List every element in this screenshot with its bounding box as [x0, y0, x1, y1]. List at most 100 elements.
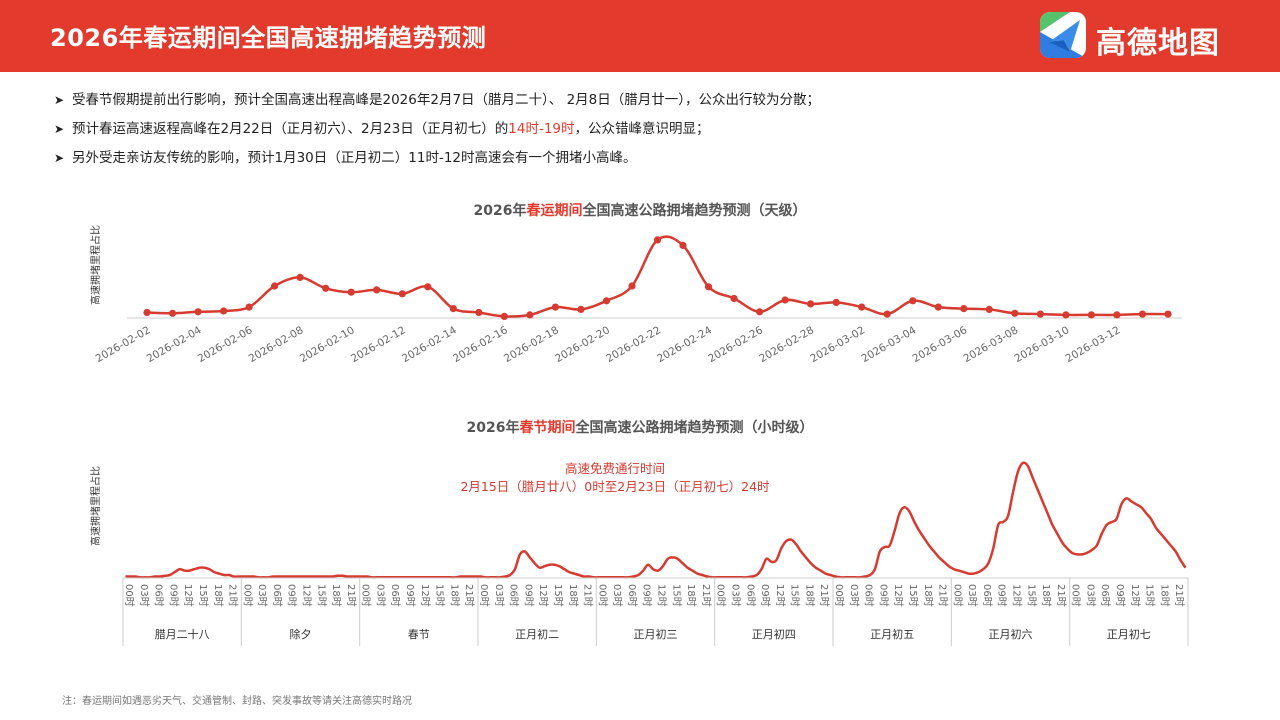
chart2-day-group-label: 正月初三 [634, 627, 678, 641]
chart2-hour-tick-label: 21时 [818, 584, 830, 607]
chart1-x-tick-label: 2026-03-02 [808, 324, 867, 365]
chart2-hour-tick-label: 00时 [241, 584, 253, 607]
chart1-data-point [909, 297, 917, 305]
bullet-arrow-icon: ➤ [54, 151, 65, 165]
chart2-hour-tick-label: 12时 [537, 584, 549, 607]
chart1-data-point [500, 312, 508, 320]
chart2-hour-tick-label: 06时 [744, 584, 756, 607]
chart1-data-point [220, 307, 228, 315]
chart2-hour-tick-label: 12时 [1129, 584, 1141, 607]
chart1-data-point [602, 297, 611, 305]
chart1-data-point [347, 288, 355, 296]
bullet-arrow-icon: ➤ [54, 93, 65, 107]
amap-logo-text: 高德地图 [1096, 26, 1220, 61]
chart2-hour-tick-label: 18时 [922, 584, 934, 607]
chart2-hour-tick-label: 00时 [123, 584, 135, 607]
chart1-data-point [858, 303, 866, 311]
chart1-data-point [704, 283, 713, 291]
chart1-data-point [1062, 311, 1070, 319]
chart2-hour-tick-label: 15时 [789, 584, 801, 607]
chart2-hour-tick-label: 21时 [937, 584, 949, 607]
chart2-hour-tick-label: 03时 [493, 584, 505, 607]
chart2-hour-tick-label: 03时 [1085, 584, 1097, 607]
chart2-hour-tick-label: 09时 [404, 584, 416, 607]
chart2-hour-tick-label: 09时 [759, 584, 771, 607]
chart1-data-point [1138, 310, 1147, 318]
chart1-data-point [194, 308, 202, 316]
chart2-hour-tick-label: 21时 [1173, 584, 1185, 607]
chart2-hour-tick-label: 15时 [197, 584, 209, 607]
chart2-hour-tick-label: 18时 [212, 584, 224, 607]
chart1-data-point [1087, 311, 1095, 319]
chart2-day-group-label: 春节 [408, 628, 430, 641]
chart1-data-point [653, 236, 662, 244]
chart2-hour-tick-label: 21时 [463, 584, 475, 607]
chart2-hour-tick-label: 09时 [286, 584, 298, 607]
chart2-hour-tick-label: 03时 [611, 584, 623, 607]
chart1-data-point [781, 296, 789, 304]
chart1-data-point [1036, 310, 1044, 318]
summary-bullets: ➤ 受春节假期提前出行影响，预计全国高速出程高峰是2026年2月7日（腊月二十）、… [54, 86, 1254, 173]
chart2-hour-tick-label: 15时 [1144, 584, 1156, 607]
chart2-hour-tick-label: 09时 [877, 584, 889, 607]
bullet-text-tail: ，公众错峰意识明显； [574, 121, 710, 137]
chart2-annotation-range: 2月15日（腊月廿八）0时至2月23日（正月初七）24时 [460, 479, 770, 494]
chart2-title-highlight: 春节期间 [519, 420, 576, 436]
chart2-hour-tick-label: 09时 [641, 584, 653, 607]
chart2-day-group-label: 腊月二十八 [155, 627, 210, 641]
chart2-hour-tick-label: 09时 [167, 584, 179, 607]
chart2-hour-tick-label: 06时 [981, 584, 993, 607]
chart2-day-group-label: 正月初六 [989, 627, 1033, 641]
chart1-data-point [730, 294, 738, 303]
chart2-hour-tick-label: 00时 [833, 584, 845, 607]
chart1-title-pre: 2026年 [473, 203, 527, 219]
chart1-x-tick-label: 2026-03-08 [961, 324, 1020, 365]
chart1-data-point [449, 305, 457, 313]
chart2-hour-tick-label: 03时 [138, 584, 150, 607]
bullet-item: ➤ 受春节假期提前出行影响，预计全国高速出程高峰是2026年2月7日（腊月二十）、… [54, 86, 1254, 115]
chart2-hour-tick-label: 09时 [1114, 584, 1126, 607]
chart2-series-line [125, 461, 1187, 579]
chart1-data-point [475, 308, 483, 317]
chart1-x-tick-label: 2026-02-16 [451, 324, 510, 365]
chart1-data-point [960, 305, 968, 313]
chart1-data-point [807, 300, 815, 308]
chart2-hour-tick-label: 09时 [996, 584, 1008, 607]
chart1-data-point [526, 311, 534, 319]
chart2-hour-tick-label: 21时 [700, 584, 712, 607]
chart1-x-tick-label: 2026-03-04 [859, 324, 918, 365]
chart1-x-tick-label: 2026-02-20 [553, 324, 612, 365]
chart2-hour-tick-label: 00时 [715, 584, 727, 607]
chart2-hour-tick-label: 15时 [552, 584, 564, 607]
chart2-hour-tick-label: 00时 [360, 584, 372, 607]
chart2-hour-tick-label: 06时 [153, 584, 165, 607]
chart1-y-axis-label: 高速拥堵里程占比 [89, 225, 102, 305]
chart2-title-pre: 2026年 [466, 420, 520, 436]
chart2-hour-tick-label: 06时 [271, 584, 283, 607]
chart2-hour-tick-label: 00时 [478, 584, 490, 607]
chart2-hour-tick-label: 15时 [907, 584, 919, 607]
chart2-hour-tick-label: 12时 [419, 584, 431, 607]
chart1-x-tick-label: 2026-02-08 [247, 324, 306, 365]
chart1-x-tick-label: 2026-03-10 [1013, 324, 1072, 365]
chart2-hour-tick-label: 12时 [301, 584, 313, 607]
chart1-data-point [1164, 310, 1172, 318]
chart1-data-point [577, 305, 585, 313]
chart1-x-tick-label: 2026-02-22 [604, 324, 663, 365]
chart2-hour-tick-label: 18时 [567, 584, 579, 607]
chart2-hour-tick-label: 12时 [656, 584, 668, 607]
chart2-hour-tick-label: 00时 [1070, 584, 1082, 607]
chart2-day-group-label: 除夕 [290, 627, 312, 641]
chart1-data-point [373, 286, 381, 294]
chart1-data-point [398, 290, 406, 298]
chart2-hour-tick-label: 15时 [1025, 584, 1037, 607]
chart2-hour-tick-label: 09时 [522, 584, 534, 607]
bullet-arrow-icon: ➤ [54, 122, 65, 136]
chart1-title-highlight: 春运期间 [526, 203, 583, 219]
chart1-data-point [985, 305, 993, 313]
chart1-x-tick-label: 2026-03-06 [910, 324, 969, 365]
chart2-hour-tick-label: 03时 [966, 584, 978, 607]
chart2-hour-tick-label: 12时 [774, 584, 786, 607]
chart1-x-tick-label: 2026-02-06 [196, 324, 255, 365]
